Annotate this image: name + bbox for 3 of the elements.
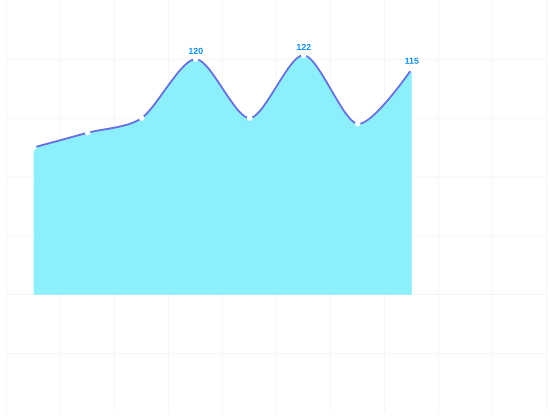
data-label: 115 [405, 58, 419, 64]
data-label: 120 [188, 48, 203, 54]
data-label: 122 [296, 44, 311, 50]
